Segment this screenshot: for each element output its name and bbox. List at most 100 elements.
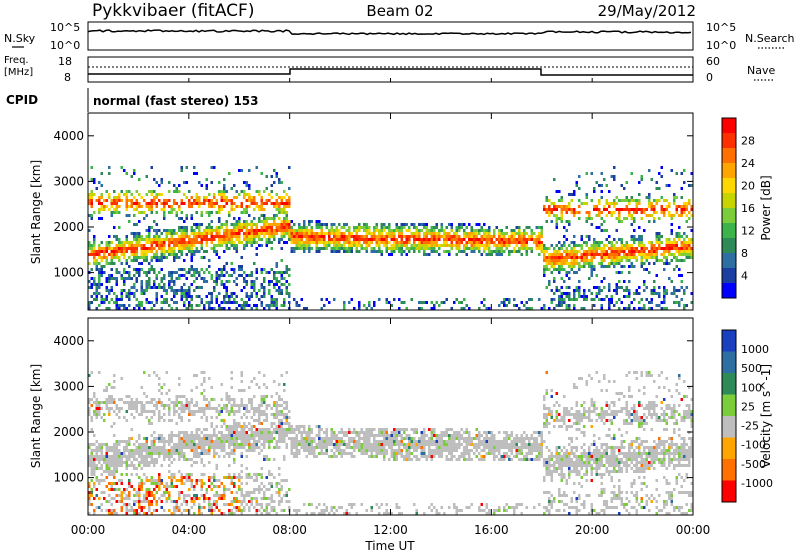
- heatmap-cell: [145, 440, 148, 443]
- heatmap-cell: [483, 304, 486, 307]
- heatmap-cell: [220, 449, 223, 452]
- heatmap-cell: [460, 223, 463, 226]
- heatmap-cell: [488, 235, 491, 238]
- heatmap-cell: [235, 440, 238, 443]
- heatmap-cell: [408, 238, 411, 241]
- heatmap-cell: [430, 247, 433, 250]
- heatmap-cell: [208, 211, 211, 214]
- heatmap-cell: [550, 271, 553, 274]
- heatmap-cell: [155, 437, 158, 440]
- heatmap-cell: [413, 235, 416, 238]
- heatmap-cell: [425, 235, 428, 238]
- heatmap-cell: [245, 467, 248, 470]
- heatmap-cell: [193, 494, 196, 497]
- heatmap-cell: [208, 443, 211, 446]
- heatmap-cell: [230, 241, 233, 244]
- heatmap-cell: [385, 244, 388, 247]
- heatmap-cell: [218, 226, 221, 229]
- heatmap-cell: [450, 235, 453, 238]
- heatmap-cell: [128, 214, 131, 217]
- heatmap-cell: [610, 259, 613, 262]
- heatmap-cell: [188, 401, 191, 404]
- heatmap-cell: [638, 208, 641, 211]
- heatmap-cell: [188, 205, 191, 208]
- heatmap-cell: [148, 280, 151, 283]
- heatmap-cell: [263, 190, 266, 193]
- heatmap-cell: [123, 449, 126, 452]
- heatmap-cell: [200, 298, 203, 301]
- heatmap-cell: [643, 229, 646, 232]
- heatmap-cell: [120, 295, 123, 298]
- heatmap-cell: [143, 217, 146, 220]
- heatmap-cell: [548, 214, 551, 217]
- heatmap-cell: [175, 256, 178, 259]
- heatmap-cell: [90, 250, 93, 253]
- heatmap-cell: [343, 307, 346, 310]
- heatmap-cell: [353, 241, 356, 244]
- heatmap-cell: [308, 232, 311, 235]
- heatmap-cell: [455, 298, 458, 301]
- heatmap-cell: [633, 265, 636, 268]
- heatmap-cell: [243, 190, 246, 193]
- heatmap-cell: [190, 482, 193, 485]
- heatmap-cell: [183, 440, 186, 443]
- heatmap-cell: [218, 509, 221, 512]
- heatmap-cell: [405, 235, 408, 238]
- heatmap-cell: [568, 250, 571, 253]
- heatmap-cell: [265, 455, 268, 458]
- heatmap-cell: [173, 509, 176, 512]
- heatmap-cell: [88, 443, 91, 446]
- heatmap-cell: [453, 235, 456, 238]
- heatmap-cell: [120, 298, 123, 301]
- heatmap-cell: [675, 259, 678, 262]
- heatmap-cell: [375, 229, 378, 232]
- heatmap-cell: [148, 241, 151, 244]
- heatmap-cell: [108, 172, 111, 175]
- heatmap-cell: [98, 449, 101, 452]
- heatmap-cell: [305, 244, 308, 247]
- heatmap-cell: [375, 250, 378, 253]
- heatmap-cell: [258, 193, 261, 196]
- heatmap-cell: [243, 286, 246, 289]
- heatmap-cell: [133, 458, 136, 461]
- heatmap-cell: [95, 449, 98, 452]
- heatmap-cell: [495, 226, 498, 229]
- heatmap-cell: [578, 286, 581, 289]
- heatmap-cell: [93, 238, 96, 241]
- heatmap-cell: [170, 479, 173, 482]
- heatmap-cell: [183, 226, 186, 229]
- heatmap-cell: [358, 307, 361, 310]
- heatmap-cell: [260, 271, 263, 274]
- heatmap-cell: [348, 226, 351, 229]
- heatmap-cell: [455, 253, 458, 256]
- heatmap-cell: [338, 238, 341, 241]
- heatmap-cell: [595, 181, 598, 184]
- heatmap-cell: [458, 301, 461, 304]
- heatmap-cell: [268, 283, 271, 286]
- heatmap-cell: [608, 262, 611, 265]
- heatmap-cell: [115, 250, 118, 253]
- heatmap-cell: [690, 208, 693, 211]
- nsky-right-tick-bottom: 10^0: [706, 39, 736, 52]
- heatmap-cell: [205, 301, 208, 304]
- heatmap-cell: [313, 235, 316, 238]
- heatmap-cell: [148, 250, 151, 253]
- heatmap-cell: [393, 298, 396, 301]
- heatmap-cell: [455, 232, 458, 235]
- heatmap-cell: [193, 238, 196, 241]
- heatmap-cell: [400, 244, 403, 247]
- heatmap-cell: [115, 482, 118, 485]
- heatmap-cell: [125, 494, 128, 497]
- heatmap-cell: [248, 298, 251, 301]
- heatmap-cell: [238, 229, 241, 232]
- heatmap-cell: [565, 274, 568, 277]
- heatmap-cell: [518, 307, 521, 310]
- heatmap-cell: [608, 304, 611, 307]
- heatmap-cell: [650, 301, 653, 304]
- heatmap-cell: [235, 229, 238, 232]
- heatmap-cell: [228, 428, 231, 431]
- heatmap-cell: [220, 274, 223, 277]
- heatmap-cell: [568, 262, 571, 265]
- heatmap-cell: [228, 434, 231, 437]
- heatmap-cell: [688, 253, 691, 256]
